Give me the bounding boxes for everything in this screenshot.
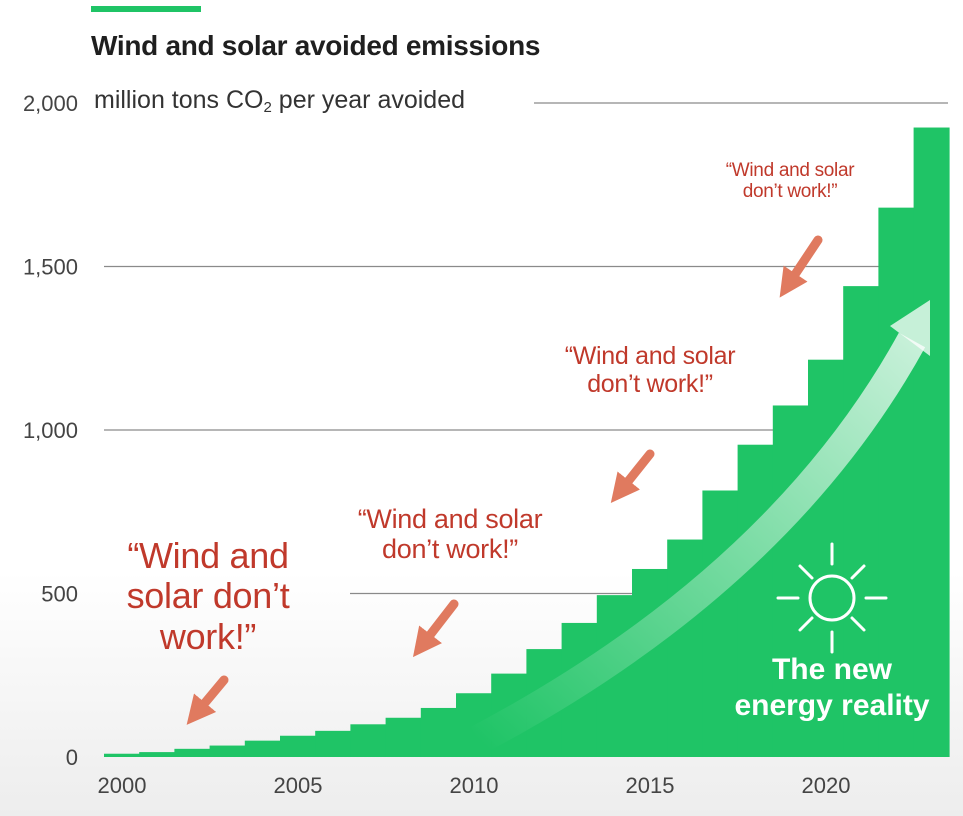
quote-arrow: [610, 449, 655, 503]
bar: [315, 730, 352, 757]
bar: [632, 568, 668, 757]
quote-annotation: “Wind and solar don’t work!”: [126, 535, 290, 657]
y-tick-label: 500: [41, 582, 78, 607]
title-accent-bar: [91, 6, 201, 12]
growth-arrow: [470, 300, 930, 754]
quote-annotation: “Wind and solar don’t work!”: [357, 504, 543, 565]
quote-arrow: [779, 235, 823, 298]
bar: [104, 753, 140, 757]
energy-reality-label: The new energy reality: [734, 653, 930, 722]
chart-title: Wind and solar avoided emissions: [91, 30, 541, 61]
bar: [385, 717, 422, 757]
y-tick-label: 1,000: [23, 418, 78, 443]
bar: [772, 405, 809, 757]
x-tick-label: 2010: [450, 773, 499, 798]
bar: [280, 735, 316, 757]
y-tick-label: 0: [66, 745, 78, 770]
bar: [667, 539, 704, 757]
x-tick-label: 2015: [626, 773, 675, 798]
bar: [244, 740, 281, 757]
bar: [139, 752, 176, 757]
bar: [420, 707, 457, 757]
bar: [350, 724, 387, 757]
bar: [808, 359, 844, 757]
bar: [878, 207, 915, 757]
x-tick-label: 2005: [274, 773, 323, 798]
y-axis-label: million tons CO2 per year avoided: [94, 86, 472, 116]
sun-icon: [776, 542, 888, 654]
bar: [702, 490, 739, 757]
bar: [174, 748, 211, 757]
quote-annotation: “Wind and solar don’t work!”: [564, 342, 736, 398]
y-tick-label: 2,000: [23, 91, 78, 116]
x-tick-label: 2000: [98, 773, 147, 798]
x-tick-label: 2020: [802, 773, 851, 798]
bar: [843, 286, 880, 757]
bar: [737, 444, 774, 757]
quote-arrow: [186, 675, 229, 725]
quote-annotation: “Wind and solar don’t work!”: [725, 160, 855, 203]
bar: [913, 127, 950, 757]
quote-arrow: [412, 599, 459, 658]
bar: [209, 745, 246, 757]
y-tick-label: 1,500: [23, 255, 78, 280]
